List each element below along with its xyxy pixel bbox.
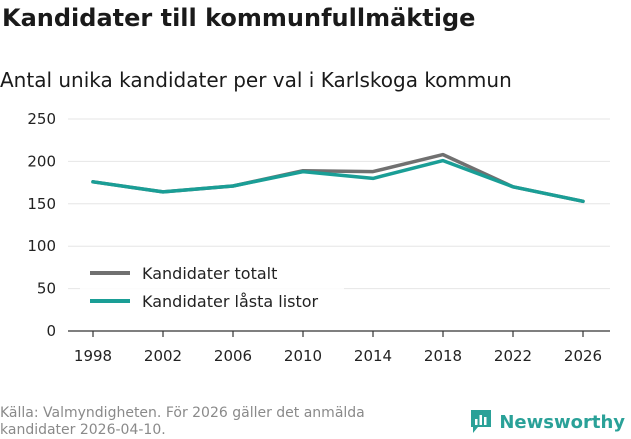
x-tick-label: 2006: [214, 347, 252, 365]
y-tick-label: 150: [27, 195, 56, 213]
y-tick-label: 250: [27, 110, 56, 128]
x-tick-label: 2022: [494, 347, 532, 365]
legend-label: Kandidater totalt: [142, 264, 277, 283]
line-chart: 0 50 100 150 200 250 1998 2002 2006 2010 2014 2018 2…: [27, 110, 610, 365]
y-tick-label: 200: [27, 152, 56, 170]
y-tick-label: 0: [46, 322, 56, 340]
brand-name: Newsworthy: [499, 411, 625, 433]
x-tick-label: 2018: [424, 347, 462, 365]
brand-logo: Newsworthy: [469, 409, 625, 435]
series-lines: [91, 152, 585, 204]
chart-subtitle: Antal unika kandidater per val i Karlsko…: [0, 68, 512, 92]
axes: 0 50 100 150 200 250 1998 2002 2006 2010 2014 2018 2…: [27, 110, 610, 365]
x-tick-label: 2026: [564, 347, 602, 365]
y-tick-label: 50: [37, 280, 56, 298]
x-tick-label: 2010: [284, 347, 322, 365]
legend-label: Kandidater låsta listor: [142, 292, 319, 311]
x-tick-label: 2002: [144, 347, 182, 365]
newsworthy-logo-icon: [471, 410, 492, 433]
y-tick-label: 100: [27, 237, 56, 255]
legend-background: [80, 259, 344, 317]
series-line-2: [91, 158, 585, 204]
legend: Kandidater totalt Kandidater låsta listor: [80, 259, 344, 317]
x-tick-label: 2014: [354, 347, 392, 365]
source-note: Källa: Valmyndigheten. För 2026 gäller d…: [0, 405, 365, 438]
chart-title: Kandidater till kommunfullmäktige: [2, 4, 476, 32]
x-tick-label: 1998: [74, 347, 112, 365]
